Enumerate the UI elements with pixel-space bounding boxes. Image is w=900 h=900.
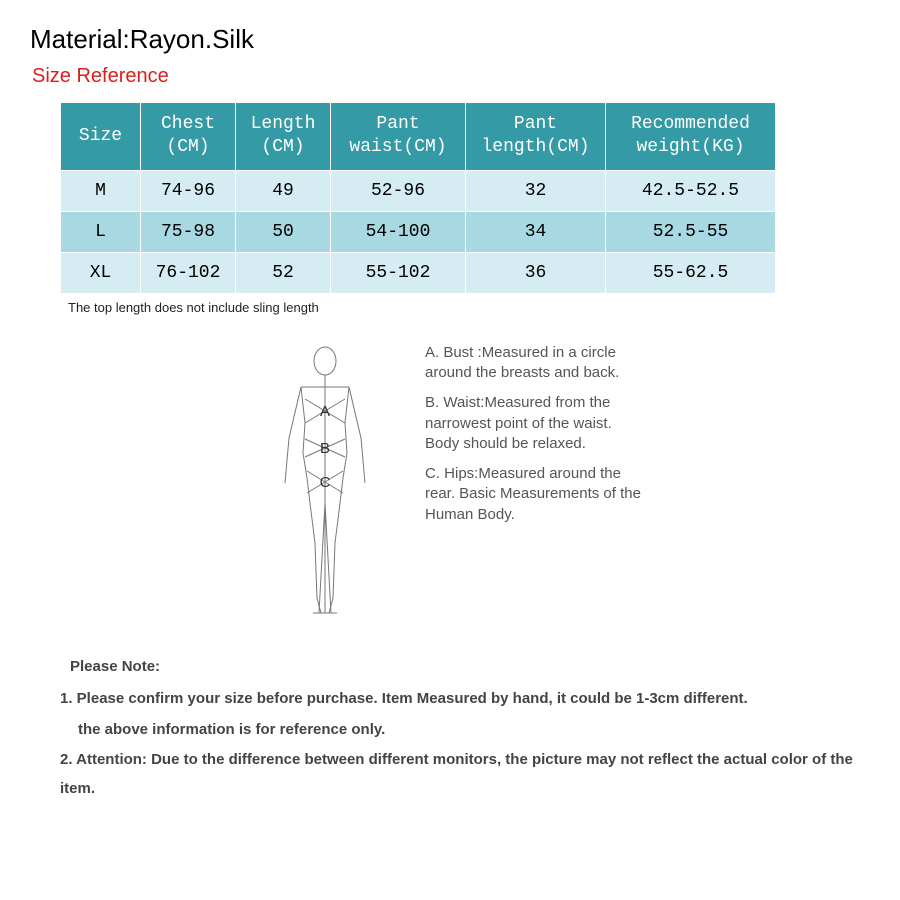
table-cell: 32 (466, 170, 606, 211)
table-cell: 52 (236, 252, 331, 293)
material-line: Material:Rayon.Silk (30, 24, 870, 55)
table-cell: 49 (236, 170, 331, 211)
table-cell: 50 (236, 211, 331, 252)
measurement-block: A B C A. Bust :Measured in a circle arou… (30, 343, 870, 623)
table-cell: L (61, 211, 141, 252)
table-cell: 52-96 (331, 170, 466, 211)
table-cell: 55-62.5 (606, 252, 776, 293)
note-1b: the above information is for reference o… (78, 716, 870, 745)
table-footnote: The top length does not include sling le… (68, 300, 870, 315)
table-cell: 75-98 (141, 211, 236, 252)
table-row: L75-985054-1003452.5-55 (61, 211, 776, 252)
table-cell: 55-102 (331, 252, 466, 293)
table-cell: 52.5-55 (606, 211, 776, 252)
figure-label-a: A (320, 403, 330, 420)
notes-lead: Please Note: (70, 653, 870, 682)
col-pant-length: Pant length(CM) (466, 103, 606, 171)
table-cell: M (61, 170, 141, 211)
table-row: M74-964952-963242.5-52.5 (61, 170, 776, 211)
figure-label-c: C (320, 474, 331, 491)
measure-a: A. Bust :Measured in a circle around the… (425, 343, 645, 384)
table-cell: 54-100 (331, 211, 466, 252)
table-cell: 42.5-52.5 (606, 170, 776, 211)
table-body: M74-964952-963242.5-52.5L75-985054-10034… (61, 170, 776, 293)
table-cell: 74-96 (141, 170, 236, 211)
measure-b: B. Waist:Measured from the narrowest poi… (425, 393, 645, 454)
table-header-row: Size Chest (CM) Length (CM) Pant waist(C… (61, 103, 776, 171)
note-1a: 1. Please confirm your size before purch… (60, 685, 870, 714)
table-cell: XL (61, 252, 141, 293)
measure-c: C. Hips:Measured around the rear. Basic … (425, 464, 645, 525)
size-table: Size Chest (CM) Length (CM) Pant waist(C… (60, 102, 776, 294)
table-cell: 34 (466, 211, 606, 252)
figure-label-b: B (320, 440, 330, 457)
body-figure-diagram: A B C (255, 343, 395, 623)
table-cell: 76-102 (141, 252, 236, 293)
col-pant-waist: Pant waist(CM) (331, 103, 466, 171)
table-row: XL76-1025255-1023655-62.5 (61, 252, 776, 293)
measurement-descriptions: A. Bust :Measured in a circle around the… (425, 343, 645, 623)
table-cell: 36 (466, 252, 606, 293)
col-size: Size (61, 103, 141, 171)
col-chest: Chest (CM) (141, 103, 236, 171)
col-length: Length (CM) (236, 103, 331, 171)
col-weight: Recommended weight(KG) (606, 103, 776, 171)
notes-block: Please Note: 1. Please confirm your size… (60, 653, 870, 804)
size-reference-label: Size Reference (32, 65, 870, 88)
note-2: 2. Attention: Due to the difference betw… (60, 746, 870, 803)
